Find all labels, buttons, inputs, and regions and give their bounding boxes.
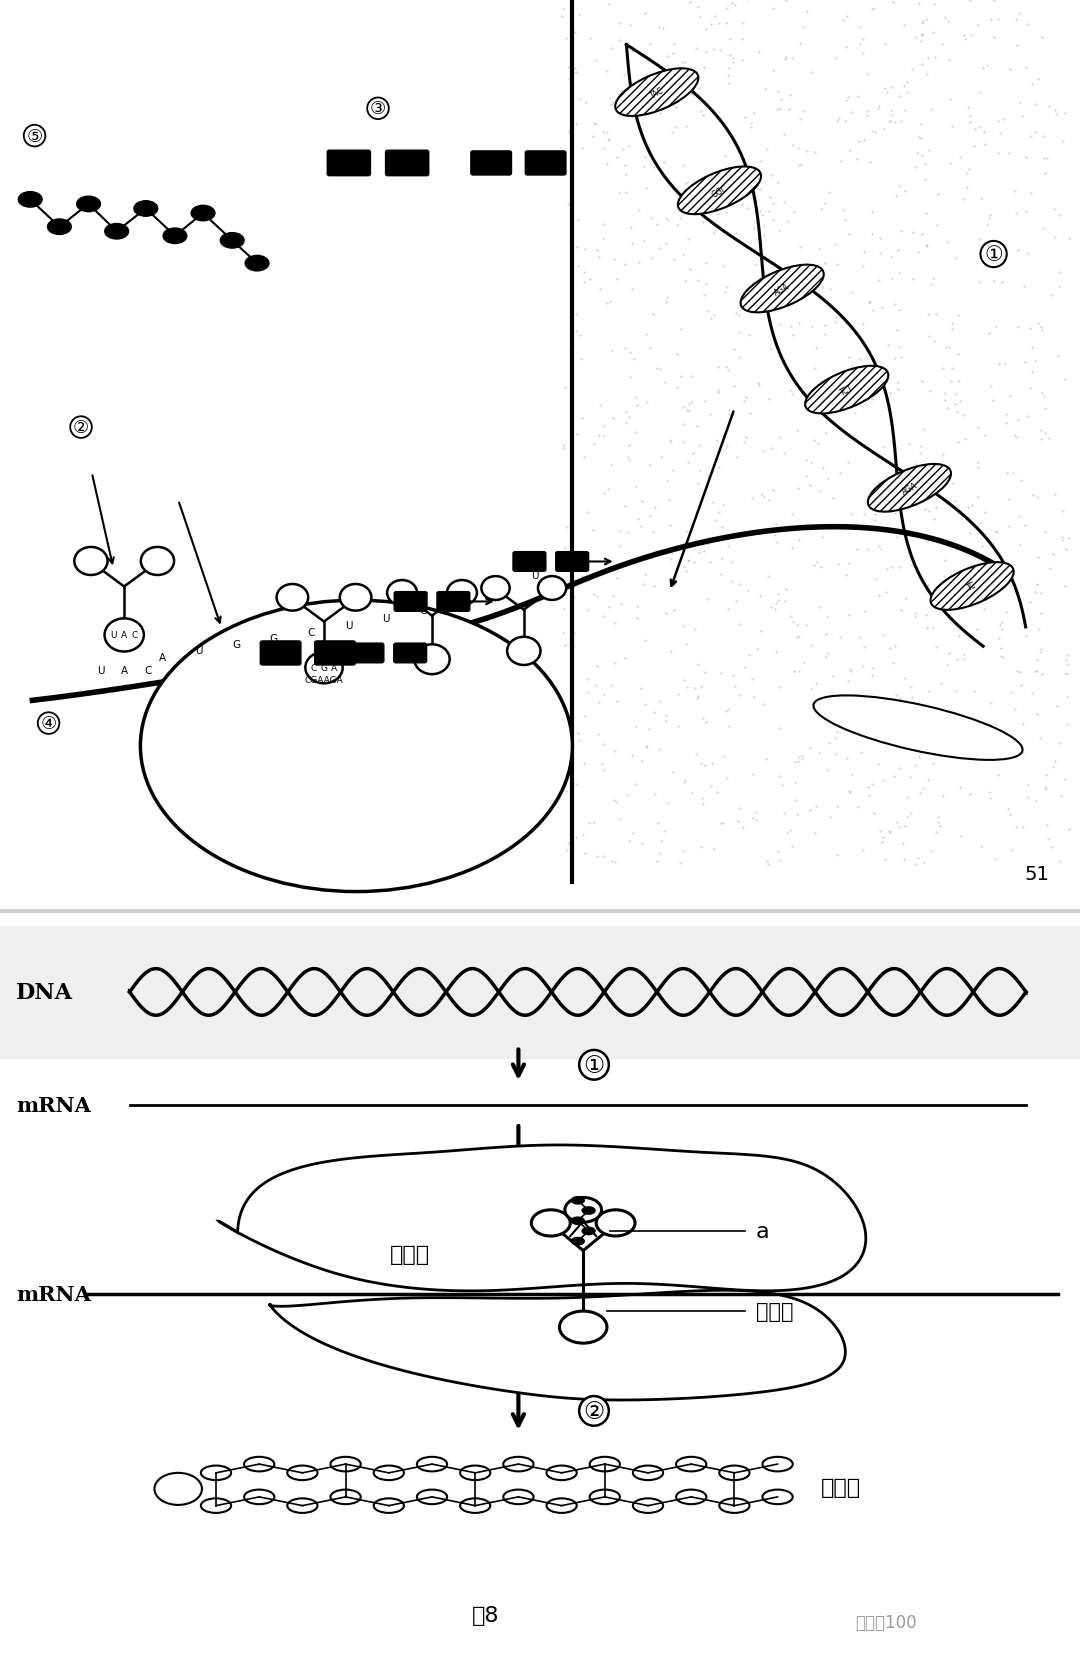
Ellipse shape	[571, 1197, 584, 1205]
Circle shape	[531, 1210, 570, 1236]
Text: CGAAGA: CGAAGA	[305, 675, 343, 685]
Circle shape	[447, 581, 477, 606]
Text: ②: ②	[73, 419, 89, 437]
Ellipse shape	[220, 233, 244, 248]
FancyBboxPatch shape	[351, 644, 383, 664]
Circle shape	[482, 576, 510, 601]
Circle shape	[105, 619, 144, 652]
Text: mRNA: mRNA	[16, 1284, 91, 1304]
Text: C: C	[419, 606, 427, 616]
Ellipse shape	[616, 70, 699, 118]
Text: U: U	[97, 665, 104, 675]
Circle shape	[538, 576, 566, 601]
Ellipse shape	[868, 465, 951, 513]
Text: U: U	[195, 645, 203, 655]
Text: 氨基酸: 氨基酸	[756, 1301, 794, 1321]
FancyBboxPatch shape	[437, 592, 470, 612]
Text: C: C	[311, 664, 318, 672]
Circle shape	[596, 1210, 635, 1236]
FancyBboxPatch shape	[314, 642, 355, 665]
Ellipse shape	[806, 366, 889, 414]
Ellipse shape	[582, 1228, 595, 1235]
FancyBboxPatch shape	[471, 152, 512, 175]
FancyBboxPatch shape	[556, 553, 589, 573]
Circle shape	[306, 652, 342, 684]
Text: U: U	[494, 584, 501, 594]
FancyBboxPatch shape	[386, 151, 429, 177]
Text: G: G	[232, 640, 241, 650]
Text: AGA: AGA	[900, 480, 919, 496]
Ellipse shape	[813, 697, 1023, 760]
Text: ①: ①	[583, 1053, 605, 1077]
Ellipse shape	[134, 202, 158, 217]
Circle shape	[276, 584, 308, 611]
FancyBboxPatch shape	[327, 151, 370, 177]
Text: 51: 51	[1024, 864, 1050, 884]
Circle shape	[340, 584, 372, 611]
Text: G: G	[321, 664, 327, 672]
Text: C: C	[569, 554, 576, 564]
Text: 图8: 图8	[472, 1605, 500, 1625]
Text: U: U	[110, 631, 117, 640]
Ellipse shape	[571, 1218, 584, 1225]
Circle shape	[140, 548, 174, 576]
Text: a: a	[756, 1221, 770, 1241]
Text: C: C	[132, 631, 138, 640]
Text: ⑤: ⑤	[27, 127, 42, 146]
Polygon shape	[219, 1145, 866, 1291]
FancyBboxPatch shape	[394, 644, 427, 664]
Polygon shape	[269, 1291, 846, 1400]
Circle shape	[75, 548, 108, 576]
Ellipse shape	[741, 265, 824, 313]
Text: A: A	[121, 631, 127, 640]
Text: C: C	[308, 627, 315, 637]
Text: U: U	[345, 621, 352, 631]
Ellipse shape	[48, 220, 71, 235]
FancyBboxPatch shape	[525, 152, 566, 175]
Text: TCT: TCT	[838, 382, 855, 397]
FancyBboxPatch shape	[394, 592, 427, 612]
Bar	[0, 927, 1080, 1058]
Text: 蛋白质: 蛋白质	[821, 1478, 861, 1498]
Ellipse shape	[571, 1238, 584, 1245]
Text: TAC: TAC	[648, 86, 665, 101]
Text: ①: ①	[984, 245, 1003, 265]
Text: ③: ③	[370, 101, 386, 118]
Text: 生物颉100: 生物颉100	[854, 1614, 917, 1632]
Text: C: C	[145, 665, 151, 675]
Ellipse shape	[191, 207, 215, 222]
Text: GGC: GGC	[710, 184, 729, 199]
Ellipse shape	[163, 228, 187, 245]
Text: U: U	[382, 614, 390, 624]
Text: ②: ②	[583, 1398, 605, 1423]
Circle shape	[565, 1198, 602, 1223]
Ellipse shape	[931, 563, 1014, 611]
Circle shape	[415, 645, 449, 675]
Ellipse shape	[140, 601, 572, 892]
FancyBboxPatch shape	[513, 553, 545, 573]
Ellipse shape	[678, 167, 761, 215]
Text: ④: ④	[41, 715, 56, 733]
Circle shape	[387, 581, 417, 606]
Ellipse shape	[582, 1206, 595, 1215]
Text: A: A	[121, 665, 127, 675]
FancyBboxPatch shape	[260, 642, 301, 665]
Text: G: G	[270, 634, 278, 644]
Text: mRNA: mRNA	[16, 1096, 91, 1115]
Circle shape	[508, 637, 540, 665]
Text: 核糖体: 核糖体	[390, 1245, 431, 1264]
Text: U: U	[531, 571, 539, 581]
Text: A: A	[330, 664, 337, 672]
Ellipse shape	[105, 225, 129, 240]
Circle shape	[559, 1311, 607, 1344]
Text: AGA: AGA	[773, 281, 792, 298]
Ellipse shape	[18, 192, 42, 209]
Text: U: U	[457, 596, 464, 606]
Ellipse shape	[77, 197, 100, 212]
Ellipse shape	[245, 257, 269, 271]
Text: DNA: DNA	[16, 981, 73, 1003]
Text: A: A	[159, 652, 165, 662]
Text: TC: TC	[966, 581, 978, 592]
